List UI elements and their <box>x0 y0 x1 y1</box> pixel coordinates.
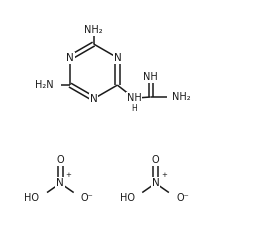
Text: O: O <box>152 155 159 165</box>
Text: N: N <box>90 94 98 104</box>
Text: NH: NH <box>127 93 141 103</box>
Text: NH₂: NH₂ <box>84 25 103 35</box>
Text: O⁻: O⁻ <box>81 193 93 203</box>
Text: O: O <box>57 155 64 165</box>
Text: H₂N: H₂N <box>35 80 54 90</box>
Text: +: + <box>161 172 167 178</box>
Text: N: N <box>114 53 121 63</box>
Text: NH: NH <box>143 72 158 83</box>
Text: N: N <box>152 178 160 188</box>
Text: H: H <box>131 104 137 113</box>
Text: O⁻: O⁻ <box>176 193 189 203</box>
Text: HO: HO <box>24 193 39 203</box>
Text: N: N <box>66 53 74 63</box>
Text: HO: HO <box>120 193 135 203</box>
Text: +: + <box>66 172 71 178</box>
Text: NH₂: NH₂ <box>172 92 190 102</box>
Text: N: N <box>56 178 64 188</box>
